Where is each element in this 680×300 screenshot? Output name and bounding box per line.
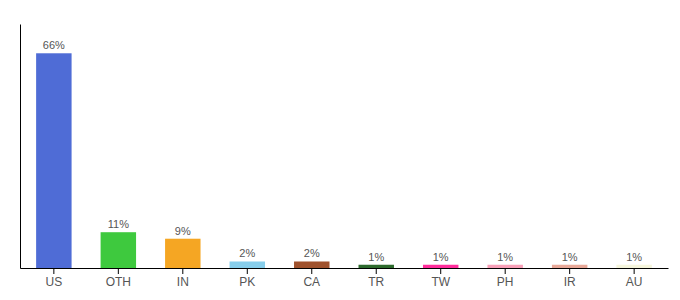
bar (165, 239, 200, 268)
x-tick-mark (634, 268, 635, 274)
data-label: 9% (175, 225, 191, 237)
bars (36, 53, 652, 268)
bar (552, 265, 587, 268)
bar (101, 232, 136, 268)
bar (423, 265, 458, 268)
data-label: 2% (239, 247, 255, 259)
bar (294, 261, 329, 268)
x-tick-mark (376, 268, 377, 274)
x-tick: CA (303, 268, 320, 289)
data-label: 1% (626, 251, 642, 263)
data-label: 11% (108, 218, 129, 230)
plot-area: 66% 11% 9% 2% 2% 1% 1% 1% 1% 1% US OTH IN PK CA TR TW PH I… (21, 25, 669, 289)
x-tick: AU (626, 268, 643, 289)
x-tick: OTH (106, 268, 131, 289)
x-tick-mark (53, 268, 54, 274)
x-tick-mark (118, 268, 119, 274)
x-tick-label: TR (368, 275, 384, 289)
x-tick-mark (182, 268, 183, 274)
x-tick-label: PK (239, 275, 255, 289)
x-axis-line (21, 268, 669, 269)
data-label: 2% (304, 247, 320, 259)
x-tick: TW (431, 268, 450, 289)
y-axis (20, 25, 21, 269)
data-label: 1% (433, 251, 449, 263)
data-label: 1% (497, 251, 513, 263)
x-tick: PH (497, 268, 514, 289)
x-tick-label: PH (497, 275, 514, 289)
x-axis: US OTH IN PK CA TR TW PH IR AU (21, 268, 669, 289)
x-tick-mark (505, 268, 506, 274)
x-tick-label: TW (431, 275, 450, 289)
x-tick-mark (569, 268, 570, 274)
chart: 66% 11% 9% 2% 2% 1% 1% 1% 1% 1% US OTH IN PK CA TR TW PH I… (0, 0, 680, 300)
bar (487, 265, 522, 268)
x-tick: IN (177, 268, 189, 289)
bar (359, 265, 394, 268)
data-label: 66% (43, 39, 65, 51)
x-tick-label: CA (303, 275, 320, 289)
x-tick-label: AU (626, 275, 643, 289)
y-axis-line (20, 25, 21, 269)
x-tick-label: OTH (106, 275, 131, 289)
x-tick-mark (247, 268, 248, 274)
data-label: 1% (368, 251, 384, 263)
x-tick: IR (564, 268, 576, 289)
data-labels: 66% 11% 9% 2% 2% 1% 1% 1% 1% 1% (43, 39, 642, 262)
x-tick-mark (440, 268, 441, 274)
data-label: 1% (562, 251, 578, 263)
bar (36, 53, 71, 268)
x-tick: TR (368, 268, 384, 289)
x-tick: PK (239, 268, 255, 289)
x-tick-label: US (46, 275, 63, 289)
x-tick: US (46, 268, 63, 289)
bar (616, 265, 651, 268)
x-tick-label: IR (564, 275, 576, 289)
x-tick-label: IN (177, 275, 189, 289)
bar (230, 261, 265, 268)
x-tick-mark (311, 268, 312, 274)
